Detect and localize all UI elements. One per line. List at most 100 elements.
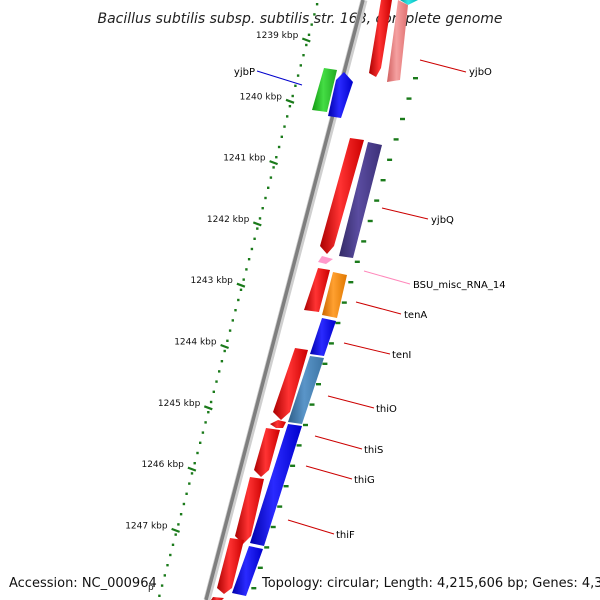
map-title: Bacillus subtilis subsp. subtilis str. 1… bbox=[97, 11, 502, 27]
minor-tick bbox=[247, 258, 251, 261]
gene-label-thiG: thiG bbox=[354, 475, 375, 486]
accession-text: Accession: NC_000964 bbox=[9, 576, 157, 591]
inner-tick bbox=[316, 383, 321, 386]
leader-thiF bbox=[287, 519, 335, 535]
minor-tick bbox=[237, 298, 240, 302]
gene-feature-yjbO-salmon bbox=[387, 0, 408, 82]
minor-tick bbox=[302, 54, 305, 57]
tick-label: 1243 kbp bbox=[190, 276, 233, 286]
coordinate-ruler: 1239 kbp 1240 kbp 1241 kbp 1242 kbp 1243 kbp… bbox=[125, 3, 319, 597]
minor-tick bbox=[209, 400, 213, 404]
leader-yjbP bbox=[256, 70, 303, 86]
minor-tick bbox=[258, 217, 262, 220]
tick-label: 1240 kbp bbox=[240, 92, 283, 102]
tick-label: 1246 kbp bbox=[141, 460, 184, 470]
gene-feature-thiS-partner bbox=[270, 420, 286, 428]
minor-tick bbox=[193, 462, 196, 465]
gene-feature-yjbP bbox=[312, 68, 337, 112]
leader-yjbQ bbox=[381, 207, 429, 220]
minor-tick bbox=[299, 64, 302, 67]
inner-tick bbox=[309, 403, 315, 406]
minor-tick bbox=[256, 227, 259, 230]
minor-tick bbox=[294, 84, 297, 87]
leader-thiO bbox=[327, 395, 375, 409]
leader-thiS bbox=[314, 435, 363, 450]
leader-tenA bbox=[355, 301, 402, 315]
gene-label-yjbO: yjbO bbox=[469, 67, 492, 78]
gene-label-thiO: thiO bbox=[376, 404, 397, 415]
gene-label-thiS: thiS bbox=[364, 445, 383, 456]
minor-tick bbox=[179, 513, 183, 516]
inner-tick bbox=[341, 301, 347, 304]
minor-tick bbox=[242, 278, 245, 281]
gene-features bbox=[211, 0, 418, 600]
gene-feature-yjbP-blue bbox=[328, 72, 353, 118]
minor-tick bbox=[166, 564, 169, 567]
gene-label-tenA: tenA bbox=[404, 310, 427, 321]
inner-tick bbox=[354, 260, 360, 263]
minor-tick bbox=[269, 176, 273, 179]
inner-tick bbox=[387, 158, 393, 161]
inner-tick-track bbox=[251, 77, 418, 590]
tick-label: 1242 kbp bbox=[207, 215, 250, 225]
minor-tick bbox=[171, 543, 175, 546]
inner-tick bbox=[296, 444, 302, 447]
major-tick bbox=[220, 343, 229, 350]
tick-label: 1244 kbp bbox=[174, 338, 217, 348]
minor-tick bbox=[223, 349, 226, 353]
tick-label: 1241 kbp bbox=[223, 154, 266, 164]
inner-tick bbox=[400, 117, 405, 121]
leader-tenI bbox=[343, 342, 391, 355]
minor-tick bbox=[239, 288, 243, 291]
major-tick bbox=[269, 160, 278, 166]
minor-tick bbox=[220, 360, 224, 363]
gene-feature-tenA-partner bbox=[304, 268, 330, 312]
gene-feature-next-blue bbox=[232, 546, 263, 596]
gene-label-BSU_misc_RNA_14: BSU_misc_RNA_14 bbox=[413, 280, 506, 291]
gene-feature-BSU_misc_RNA_14 bbox=[318, 256, 333, 264]
minor-tick bbox=[182, 502, 186, 506]
inner-tick bbox=[406, 97, 412, 100]
minor-tick bbox=[280, 135, 283, 138]
minor-tick bbox=[253, 237, 256, 240]
leader-BSU_misc_RNA_14 bbox=[363, 270, 411, 285]
minor-tick bbox=[275, 156, 278, 159]
inner-tick bbox=[380, 179, 386, 182]
tick-label: 1239 kbp bbox=[256, 31, 299, 41]
minor-tick bbox=[231, 319, 234, 322]
inner-tick bbox=[361, 240, 367, 243]
minor-tick bbox=[185, 492, 188, 495]
inner-tick bbox=[283, 485, 289, 488]
minor-tick bbox=[199, 441, 202, 444]
minor-tick bbox=[228, 329, 232, 332]
inner-tick bbox=[335, 321, 341, 325]
major-tick bbox=[252, 221, 262, 227]
minor-tick bbox=[204, 421, 207, 424]
gene-feature-yjbO bbox=[369, 0, 392, 77]
minor-tick bbox=[169, 553, 172, 557]
minor-tick bbox=[212, 390, 215, 393]
minor-tick bbox=[245, 268, 248, 271]
gene-label-leaders bbox=[256, 59, 467, 535]
minor-tick bbox=[283, 125, 286, 128]
minor-tick bbox=[296, 74, 300, 77]
gene-feature-yjbQ bbox=[339, 142, 382, 258]
inner-tick bbox=[251, 587, 257, 590]
gene-feature-next bbox=[217, 538, 244, 594]
gene-label-yjbQ: yjbQ bbox=[431, 215, 454, 226]
topology-text: Topology: circular; Length: 4,215,606 bp… bbox=[261, 576, 600, 591]
minor-tick bbox=[264, 196, 267, 200]
minor-tick bbox=[310, 23, 313, 26]
minor-tick bbox=[288, 105, 292, 108]
gene-label-yjbP: yjbP bbox=[234, 67, 255, 78]
minor-tick bbox=[267, 186, 270, 189]
inner-tick bbox=[257, 566, 263, 569]
minor-tick bbox=[307, 33, 311, 36]
minor-tick bbox=[305, 43, 308, 47]
inner-tick bbox=[374, 199, 380, 202]
major-tick bbox=[236, 282, 246, 288]
minor-tick bbox=[250, 247, 254, 251]
gene-feature-thiO bbox=[288, 356, 324, 424]
gene-feature-thiG-partner bbox=[254, 428, 280, 477]
gene-feature-thiF-blue bbox=[250, 424, 302, 546]
